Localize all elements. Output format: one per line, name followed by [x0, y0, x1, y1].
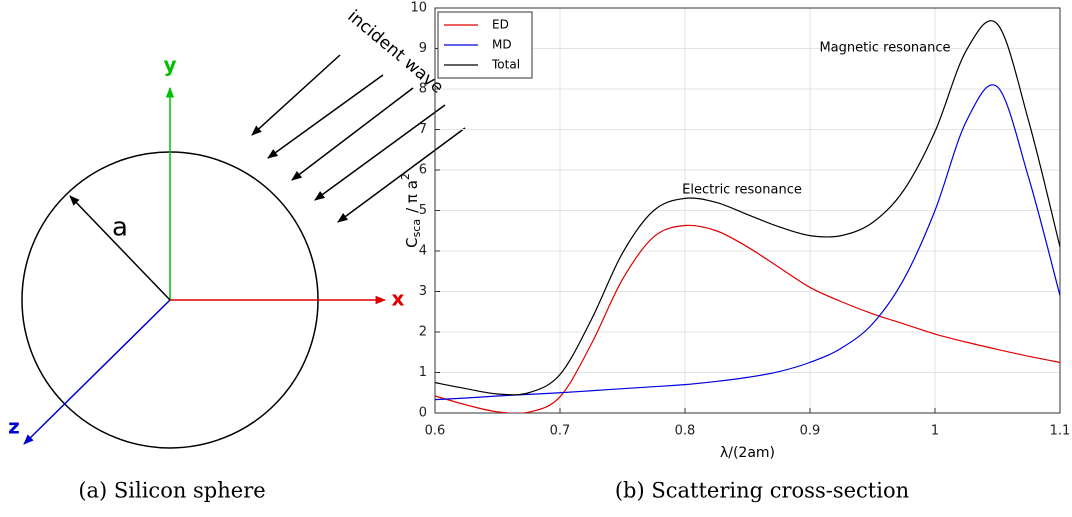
- plot-frame: [434, 7, 1061, 414]
- wave-arrow: [291, 87, 414, 181]
- wave-label: incident wave: [344, 6, 448, 98]
- y-tick-label: 6: [419, 163, 427, 178]
- wave-arrow: [267, 74, 384, 159]
- sphere-diagram: y x z a incident wave (a) Silicon sphere: [8, 6, 466, 503]
- y-tick-label: 5: [419, 203, 427, 218]
- z-label: z: [8, 415, 20, 439]
- caption: (a) Silicon sphere: [78, 479, 265, 503]
- series-line: [435, 20, 1060, 396]
- wave-arrow: [251, 54, 341, 136]
- series-line: [435, 224, 1060, 413]
- y-label: y: [163, 53, 176, 77]
- series-line: [435, 84, 1060, 401]
- y-tick-label: 3: [419, 284, 427, 299]
- x-label: x: [392, 287, 405, 311]
- legend-label: ED: [492, 18, 509, 32]
- x-tick-label: 1.1: [1050, 424, 1071, 439]
- y-tick-label: 8: [419, 82, 427, 97]
- y-axis-label-part: 2: [399, 173, 412, 180]
- x-tick-label: 0.6: [425, 424, 446, 439]
- wave-arrow: [314, 104, 446, 201]
- incident-arrows: [251, 54, 466, 223]
- y-tick-label: 0: [419, 406, 427, 421]
- y-axis-label-part: C: [403, 237, 421, 247]
- y-tick-label: 2: [419, 325, 427, 340]
- x-axis-label: λ/(2am): [720, 445, 775, 461]
- z-axis-arrow: [23, 299, 171, 445]
- legend-label: MD: [492, 38, 512, 52]
- legend-label: Total: [491, 58, 520, 72]
- x-tick-label: 0.7: [550, 424, 571, 439]
- y-tick-label: 1: [419, 365, 427, 380]
- x-tick-label: 1: [931, 424, 939, 439]
- y-axis-label-part: sca: [410, 219, 423, 238]
- y-tick-label: 9: [419, 41, 427, 56]
- x-tick-label: 0.8: [675, 424, 696, 439]
- caption: (b) Scattering cross-section: [615, 479, 909, 503]
- annotation: Magnetic resonance: [819, 41, 950, 56]
- y-tick-label: 10: [410, 1, 427, 16]
- annotation: Electric resonance: [682, 183, 802, 198]
- x-tick-label: 0.9: [800, 424, 821, 439]
- radius-label: a: [112, 213, 128, 243]
- y-tick-label: 4: [419, 244, 427, 259]
- chart: 0.6 0.7 0.8 0.9 1 1.1 0 1 2 3 4 5 6 7 8 9 10 ED MD Total λ/(…: [399, 1, 1070, 503]
- radius-arrow: [69, 195, 171, 301]
- y-axis-label-part: / π a: [403, 180, 421, 213]
- wave-arrow: [337, 127, 466, 223]
- y-axis-label: Csca / π a2: [399, 173, 423, 248]
- y-tick-label: 7: [419, 122, 427, 137]
